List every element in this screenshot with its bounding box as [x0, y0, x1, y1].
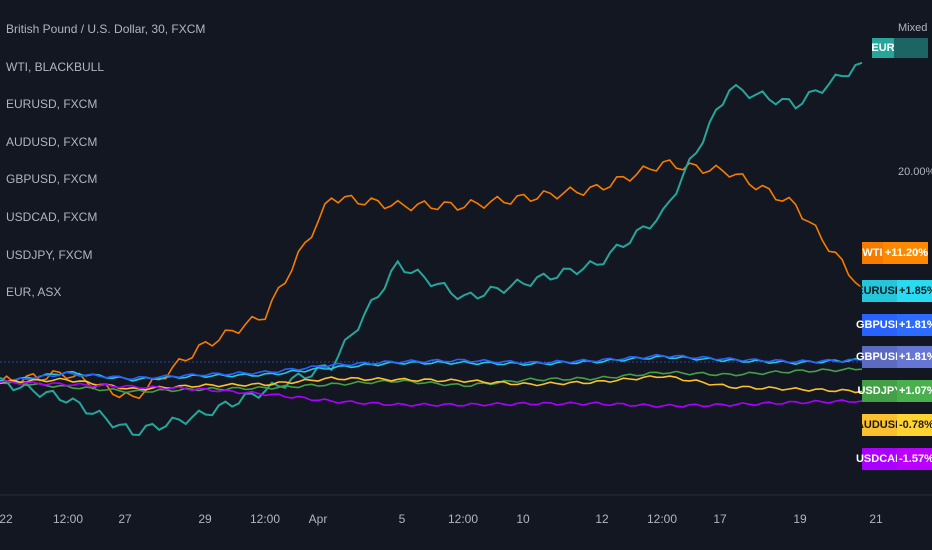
x-tick-label: 12:00 — [52, 512, 84, 526]
price-pane[interactable] — [0, 0, 932, 494]
x-tick-label: Apr — [308, 512, 328, 526]
price-badge-eurusd: EURUSD+1.85% — [856, 280, 932, 302]
legend-item[interactable]: EUR, ASX — [6, 285, 62, 300]
x-axis[interactable]: 22 12:00 27 29 12:00 Apr 5 12:00 10 12 12:00 17 19 21 — [0, 494, 932, 550]
badge-value: +11.20% — [882, 242, 928, 264]
series-line-audusd[interactable] — [0, 375, 863, 394]
legend: British Pound / U.S. Dollar, 30, FXCM WT… — [6, 22, 205, 323]
badge-symbol: GBPUSD — [856, 346, 903, 368]
price-badge-wti: WTI +11.20% — [862, 242, 928, 264]
x-tick-label: 19 — [793, 512, 807, 526]
x-tick-label: 12 — [595, 512, 609, 526]
series-layer — [0, 61, 863, 437]
series-line-usdjpy[interactable] — [0, 367, 863, 394]
badge-value: +1.07% — [897, 380, 932, 402]
badge-value: -1.57% — [897, 448, 932, 470]
legend-item[interactable]: GBPUSD, FXCM — [6, 172, 98, 187]
badge-symbol: AUDUSD — [856, 414, 903, 436]
price-badge-usdcad: USDCAD -1.57% — [856, 448, 932, 470]
badge-value: +1.85% — [897, 280, 932, 302]
legend-main-symbol[interactable]: British Pound / U.S. Dollar, 30, FXCM — [6, 22, 206, 36]
badge-symbol: WTI — [862, 242, 883, 264]
series-line-gbpusd[interactable] — [0, 353, 863, 384]
series-line-eurusd[interactable] — [0, 354, 863, 383]
series-line-usdcad[interactable] — [0, 379, 863, 409]
badge-value: +1.81% — [897, 314, 932, 336]
price-badge-audusd: AUDUSD -0.78% — [856, 414, 932, 436]
x-tick-label: 29 — [198, 512, 212, 526]
badge-symbol: USDCAD — [856, 448, 903, 470]
x-tick-label: 10 — [516, 512, 530, 526]
legend-item[interactable]: USDCAD, FXCM — [6, 209, 98, 224]
legend-item[interactable]: AUDUSD, FXCM — [6, 134, 98, 149]
series-line-wti[interactable] — [0, 159, 863, 400]
x-tick-label: 12:00 — [249, 512, 281, 526]
badge-value: +1.81% — [897, 346, 932, 368]
x-tick-label: 12:00 — [646, 512, 678, 526]
badge-symbol: GBPUSD — [856, 314, 903, 336]
badge-value: -0.78% — [897, 414, 932, 436]
x-tick-label: 12:00 — [447, 512, 479, 526]
x-tick-label: 21 — [869, 512, 883, 526]
legend-item[interactable]: WTI, BLACKBULL — [6, 59, 105, 74]
x-tick-label: 27 — [118, 512, 132, 526]
legend-item[interactable]: EURUSD, FXCM — [6, 97, 98, 112]
legend-item[interactable]: USDJPY, FXCM — [6, 247, 93, 262]
eur-price-badge: EUR — [871, 38, 895, 58]
price-badge-usdjpy: USDJPY+1.07% — [857, 380, 932, 402]
badge-symbol: EURUSD — [856, 280, 903, 302]
y-axis-tick: 20.00% — [898, 166, 932, 178]
badge-symbol: USDJPY — [857, 380, 902, 402]
series-line-eur[interactable] — [0, 61, 863, 437]
x-tick-label: 17 — [713, 512, 727, 526]
price-badge-gbpusd: GBPUSD+1.81% — [856, 346, 932, 368]
x-tick-label: 5 — [398, 512, 406, 526]
scale-mode-label[interactable]: Mixed — [898, 22, 928, 34]
eur-price-badge-value — [894, 38, 928, 58]
price-badge-gbpusd: GBPUSD+1.81% — [856, 314, 932, 336]
x-tick-label: 22 — [0, 512, 13, 526]
